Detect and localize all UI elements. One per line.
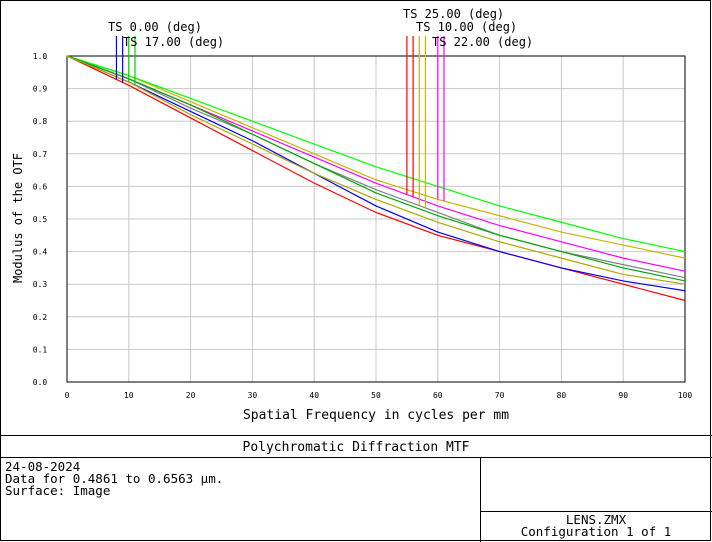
x-tick-label: 70: [495, 391, 505, 400]
y-tick-label: 0.9: [33, 85, 48, 94]
chart-axes: [66, 55, 686, 383]
series-line-8: [66, 55, 686, 285]
x-tick-label: 90: [618, 391, 628, 400]
y-tick-label: 0.7: [33, 150, 48, 159]
x-tick-label: 50: [371, 391, 381, 400]
data-range-text: Data for 0.4861 to 0.6563 µm.: [5, 471, 224, 486]
file-block: LENS.ZMX Configuration 1 of 1: [480, 512, 712, 539]
series-line-6: [66, 55, 686, 253]
mtf-chart: TS 0.00 (deg)TS 17.00 (deg) TS 25.00 (deg…: [11, 7, 693, 423]
y-tick-label: 0.4: [33, 248, 48, 257]
y-tick-label: 0.0: [33, 378, 48, 387]
series-line-4: [66, 55, 686, 279]
x-axis-label: Spatial Frequency in cycles per mm: [243, 408, 509, 423]
x-tick-label: 30: [248, 391, 258, 400]
series-line-1: [66, 55, 686, 302]
field-marker-label: TS 0.00 (deg): [108, 20, 202, 34]
divider-top: [0, 435, 712, 436]
info-divider-horizontal: [480, 511, 712, 512]
field-marker-label: TS 22.00 (deg): [432, 35, 533, 49]
plot-area-border: [66, 55, 686, 383]
chart-title: Polychromatic Diffraction MTF: [242, 440, 470, 455]
x-tick-label: 0: [65, 391, 70, 400]
x-tick-label: 10: [124, 391, 134, 400]
configuration-text: Configuration 1 of 1: [520, 524, 672, 539]
x-tick-label: 80: [557, 391, 567, 400]
surface-text: Surface: Image: [5, 483, 111, 498]
x-tick-label: 40: [309, 391, 319, 400]
field-marker-label: TS 10.00 (deg): [416, 20, 517, 34]
tick-labels: 0 10 20 30 40 50 60 70 80 90 100 0.0 0.1 0.2 0.3 0.4 0.5…: [33, 52, 693, 400]
chart-series: [66, 55, 686, 302]
y-tick-label: 0.6: [33, 182, 48, 191]
field-marker-label: TS 25.00 (deg): [403, 7, 504, 21]
field-markers: TS 0.00 (deg)TS 17.00 (deg) TS 25.00 (deg…: [108, 7, 533, 208]
series-line-5: [66, 55, 686, 259]
y-tick-label: 0.5: [33, 215, 48, 224]
date-text: 24-08-2024: [5, 459, 81, 474]
info-divider-vertical: [480, 458, 481, 542]
x-tick-label: 100: [678, 391, 693, 400]
chart-grid: [66, 55, 686, 383]
x-tick-label: 20: [186, 391, 196, 400]
y-tick-label: 0.1: [33, 345, 48, 354]
series-line-7: [66, 55, 686, 282]
info-block: 24-08-2024 Data for 0.4861 to 0.6563 µm. S…: [5, 459, 224, 498]
x-tick-label: 60: [433, 391, 443, 400]
series-line-2: [66, 55, 686, 292]
file-name: LENS.ZMX: [565, 512, 627, 527]
y-tick-label: 0.3: [33, 280, 48, 289]
y-tick-label: 0.2: [33, 313, 48, 322]
field-marker-label: TS 17.00 (deg): [123, 35, 224, 49]
y-tick-label: 0.8: [33, 117, 48, 126]
y-tick-label: 1.0: [33, 52, 48, 61]
divider-caption: [0, 457, 712, 458]
y-axis-label: Modulus of the OTF: [11, 153, 25, 283]
